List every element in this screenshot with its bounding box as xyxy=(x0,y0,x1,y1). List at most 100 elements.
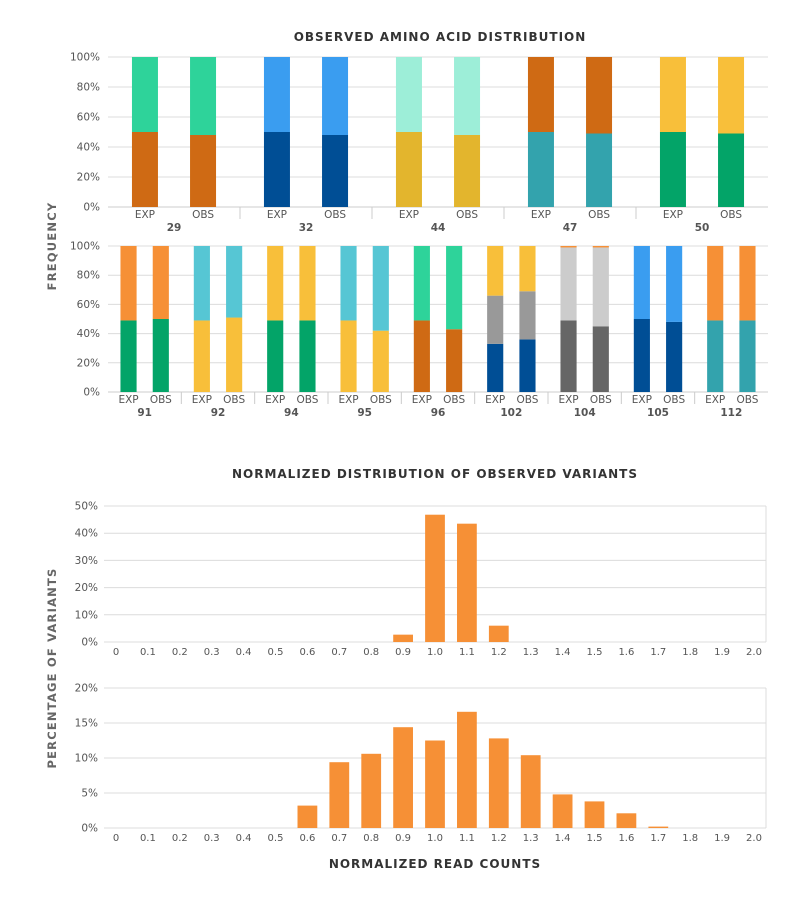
x-tick-label: 1.1 xyxy=(459,833,475,844)
stacked-bar-segment xyxy=(372,246,389,331)
top-chart-title: OBSERVED AMINO ACID DISTRIBUTION xyxy=(294,30,587,44)
y-tick-label: 40% xyxy=(77,328,100,340)
x-tick-label: 0.4 xyxy=(236,647,252,658)
x-tick-label: 1.1 xyxy=(459,647,475,658)
stacked-bar-segment xyxy=(633,246,650,319)
stacked-bar-segment xyxy=(299,320,316,392)
stacked-bar-segment xyxy=(666,321,683,392)
y-tick-label: 20% xyxy=(75,582,98,594)
stacked-bar-segment xyxy=(718,133,745,207)
x-tick-label: 0.2 xyxy=(172,833,188,844)
y-tick-label: 40% xyxy=(77,142,100,154)
stacked-bar-segment xyxy=(633,319,650,392)
bar-sub-label: EXP xyxy=(485,394,505,406)
x-tick-label: 0.1 xyxy=(140,647,156,658)
y-tick-label: 60% xyxy=(77,112,100,124)
x-tick-label: 0.8 xyxy=(363,647,379,658)
x-tick-label: 1.2 xyxy=(491,833,507,844)
bar-sub-label: OBS xyxy=(370,394,392,406)
stacked-bar-segment xyxy=(560,246,577,248)
position-label: 50 xyxy=(695,222,710,234)
position-label: 112 xyxy=(720,407,742,419)
bar-sub-label: OBS xyxy=(588,209,610,221)
stacked-bar-segment xyxy=(340,320,357,392)
stacked-bar-segment xyxy=(592,247,609,327)
y-tick-label: 0% xyxy=(81,823,98,835)
histogram-bar xyxy=(297,805,318,828)
position-label: 47 xyxy=(563,222,578,234)
x-tick-label: 1.4 xyxy=(555,647,571,658)
position-label: 104 xyxy=(574,407,596,419)
x-tick-label: 0.9 xyxy=(395,833,411,844)
variants-histogram-1: 0% 10% 20% 30% 40% 50% 0 0.1 0.2 0.3 0.4 0.5 0.6 0.7 0… xyxy=(75,501,767,658)
x-tick-label: 1.9 xyxy=(714,647,730,658)
bar-sub-label: EXP xyxy=(338,394,358,406)
stacked-bar-segment xyxy=(454,57,481,135)
x-tick-label: 2.0 xyxy=(746,833,762,844)
histogram-bar xyxy=(361,753,382,828)
stacked-bar-segment xyxy=(322,135,349,207)
stacked-bar-segment xyxy=(267,246,284,321)
position-label: 102 xyxy=(500,407,522,419)
stacked-bar-segment xyxy=(659,132,686,207)
stacked-bar-segment xyxy=(190,135,217,207)
stacked-bar-segment xyxy=(707,246,724,321)
histogram-bar xyxy=(616,813,637,828)
stacked-bar-segment xyxy=(560,320,577,392)
position-label: 105 xyxy=(647,407,669,419)
bar-sub-label: EXP xyxy=(412,394,432,406)
y-tick-label: 15% xyxy=(75,718,98,730)
top-y-axis-label: FREQUENCY xyxy=(45,202,59,291)
stacked-bar-segment xyxy=(372,330,389,392)
bar-sub-label: OBS xyxy=(324,209,346,221)
bar-sub-label: EXP xyxy=(265,394,285,406)
x-tick-label: 1.0 xyxy=(427,647,443,658)
x-tick-label: 1.8 xyxy=(682,833,698,844)
stacked-bar-segment xyxy=(340,246,357,321)
stacked-bar-segment xyxy=(120,246,137,321)
x-tick-label: 0 xyxy=(113,647,119,658)
bar-sub-label: OBS xyxy=(296,394,318,406)
y-tick-label: 40% xyxy=(75,528,98,540)
stacked-bar-segment xyxy=(267,320,284,392)
stacked-bar-segment xyxy=(413,320,430,392)
stacked-bar-segment xyxy=(739,320,756,392)
stacked-bar-segment xyxy=(131,132,158,207)
y-tick-label: 0% xyxy=(83,202,100,214)
stacked-bar-segment xyxy=(659,57,686,132)
stacked-bar-segment xyxy=(263,57,290,132)
stacked-bar-segment xyxy=(120,320,137,392)
x-tick-label: 1.5 xyxy=(587,647,603,658)
histogram-bar xyxy=(329,762,350,828)
y-tick-label: 0% xyxy=(83,387,100,399)
y-tick-label: 80% xyxy=(77,270,100,282)
bar-sub-label: EXP xyxy=(192,394,212,406)
stacked-bar-segment xyxy=(263,132,290,207)
stacked-bar-segment xyxy=(454,135,481,207)
stacked-bar-segment xyxy=(739,246,756,321)
stacked-bar-segment xyxy=(395,57,422,132)
y-tick-label: 10% xyxy=(75,609,98,621)
y-tick-label: 60% xyxy=(77,299,100,311)
stacked-bar-segment xyxy=(519,339,536,392)
stacked-bar-segment xyxy=(413,246,430,321)
x-tick-label: 1.2 xyxy=(491,647,507,658)
bar-sub-label: OBS xyxy=(192,209,214,221)
x-tick-label: 1.8 xyxy=(682,647,698,658)
x-tick-label: 0.4 xyxy=(236,833,252,844)
histogram-bar xyxy=(584,801,605,828)
stacked-bar-segment xyxy=(446,329,463,392)
x-tick-label: 0.1 xyxy=(140,833,156,844)
histogram-bar xyxy=(520,755,541,828)
position-label: 94 xyxy=(284,407,299,419)
x-tick-label: 1.0 xyxy=(427,833,443,844)
x-tick-label: 1.9 xyxy=(714,833,730,844)
x-tick-label: 1.7 xyxy=(650,833,666,844)
stacked-bar-segment xyxy=(193,246,210,321)
histogram-bar xyxy=(393,727,413,828)
stacked-bar-segment xyxy=(131,57,158,132)
stacked-bar-segment xyxy=(527,57,554,132)
y-tick-label: 20% xyxy=(77,357,100,369)
position-label: 96 xyxy=(431,407,446,419)
